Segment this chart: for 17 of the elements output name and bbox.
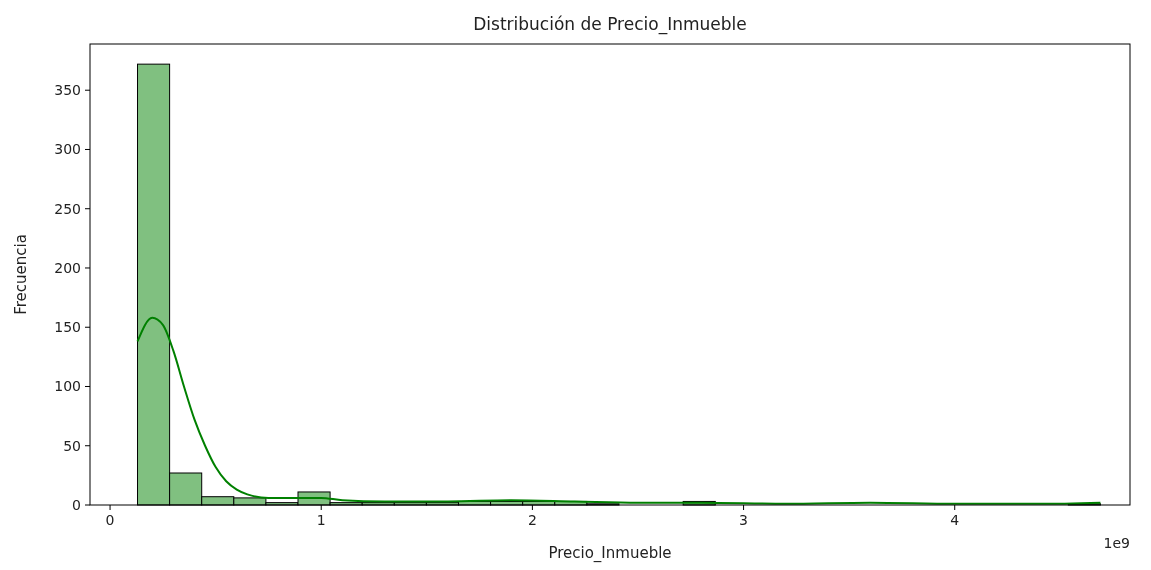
y-tick-label: 100	[54, 378, 81, 395]
x-tick-label: 3	[739, 512, 749, 528]
y-tick-label: 250	[54, 200, 81, 217]
x-tick-label: 2	[527, 512, 537, 528]
x-axis-title: Precio_Inmueble	[548, 544, 672, 563]
y-tick-label: 300	[54, 141, 81, 158]
x-tick-label: 1	[316, 512, 326, 528]
y-axis-title: Frecuencia	[12, 234, 30, 315]
y-tick-label: 200	[54, 259, 81, 276]
y-tick-label: 350	[54, 82, 81, 99]
x-tick-label: 4	[950, 512, 960, 528]
y-tick-label: 0	[72, 496, 81, 513]
y-tick-label: 50	[63, 437, 81, 454]
x-tick-label: 0	[105, 512, 115, 528]
y-tick-label: 150	[54, 319, 81, 336]
chart-title: Distribución de Precio_Inmueble	[473, 14, 747, 35]
text: 1e9	[1103, 535, 1130, 551]
